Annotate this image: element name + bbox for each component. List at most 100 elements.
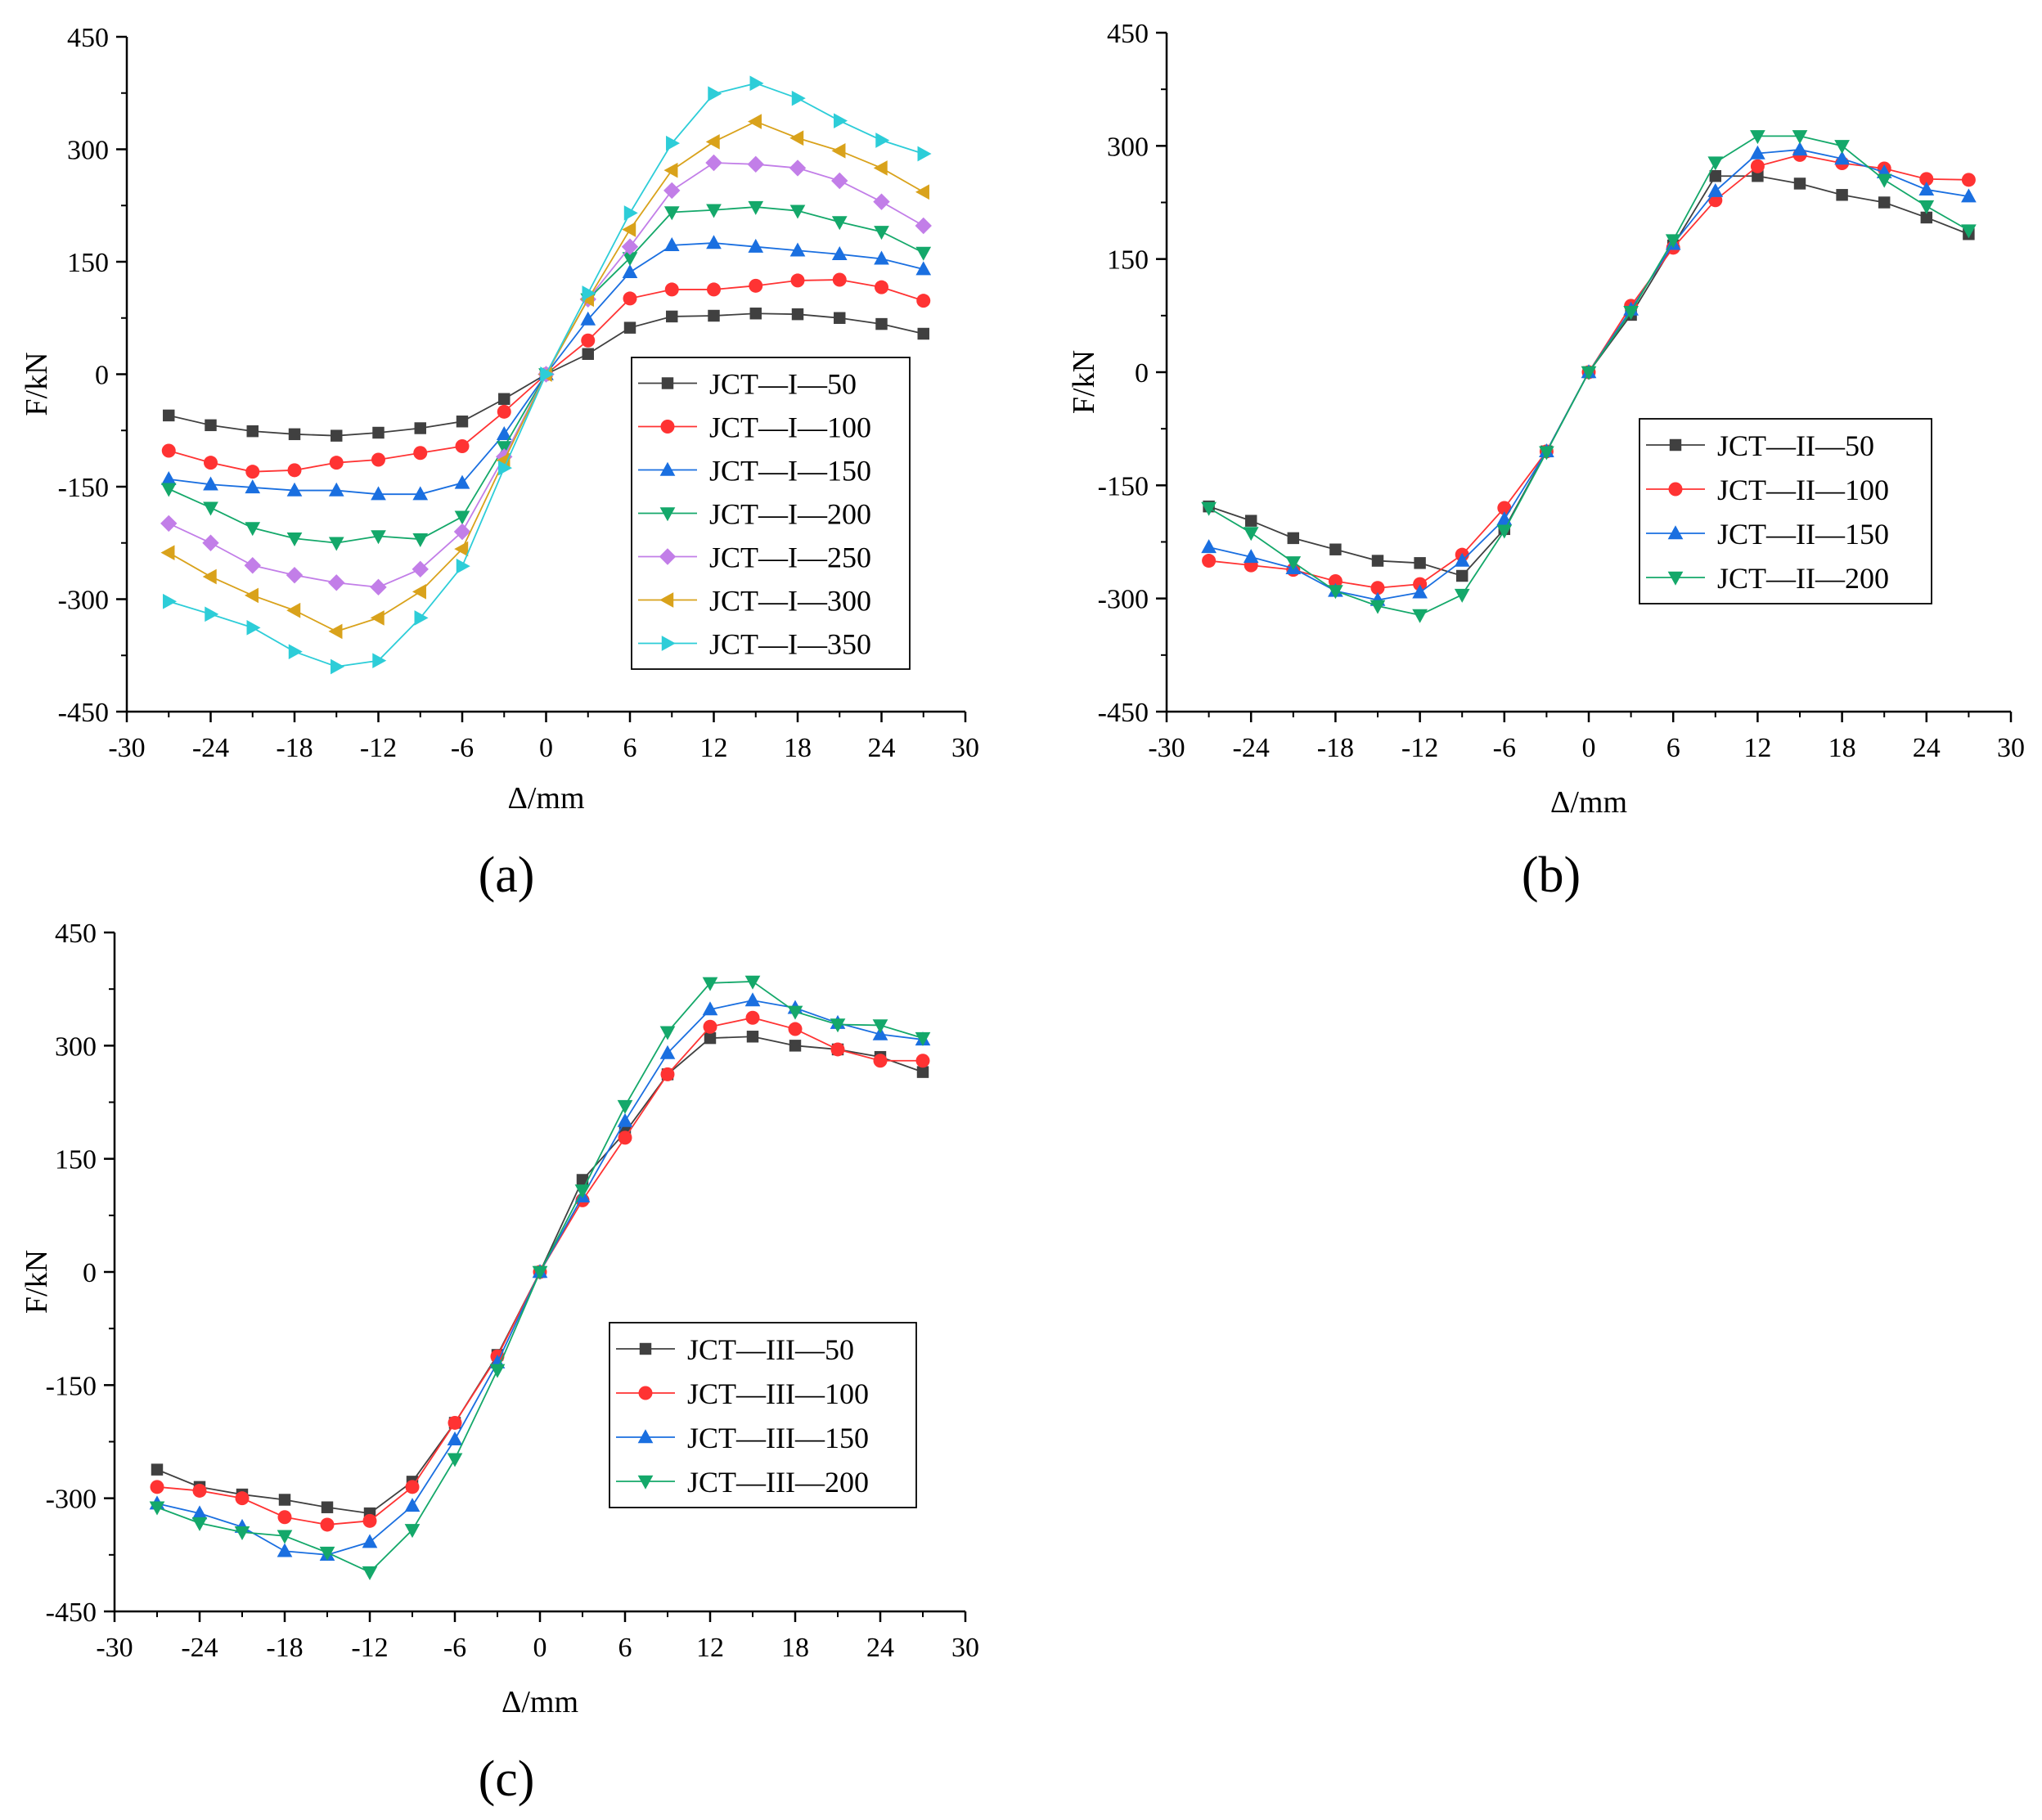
- y-tick-label: 0: [1135, 358, 1149, 389]
- data-point: [370, 578, 387, 596]
- data-point: [288, 644, 303, 660]
- data-point: [245, 465, 260, 479]
- data-point: [149, 1501, 165, 1516]
- data-point: [831, 142, 846, 159]
- data-point: [659, 1026, 676, 1040]
- data-point: [329, 456, 344, 470]
- y-axis-label: F/kN: [1067, 350, 1101, 414]
- data-point: [873, 193, 890, 210]
- data-point: [151, 1463, 164, 1476]
- x-tick-label: -30: [108, 733, 145, 763]
- data-point: [872, 1019, 888, 1034]
- data-point: [371, 486, 386, 501]
- data-point: [789, 130, 804, 146]
- y-tick-label: 300: [1107, 132, 1149, 162]
- y-tick-label: 300: [67, 136, 109, 166]
- legend-entry: JCT—I—150: [709, 455, 871, 488]
- data-point: [872, 1026, 888, 1040]
- data-point: [1920, 211, 1933, 224]
- data-point: [532, 1265, 548, 1280]
- data-point: [286, 482, 303, 497]
- x-tick-label: -18: [266, 1633, 303, 1663]
- data-point: [789, 242, 806, 257]
- data-point: [1496, 511, 1513, 526]
- y-tick-label: 450: [67, 23, 109, 53]
- data-point: [582, 285, 596, 301]
- data-point: [1961, 188, 1977, 203]
- data-point: [277, 1543, 293, 1557]
- data-point: [663, 182, 681, 200]
- x-axis-label: Δ/mm: [507, 781, 584, 816]
- data-point: [702, 1001, 718, 1016]
- data-point: [749, 75, 764, 92]
- data-point: [414, 422, 426, 434]
- y-tick-label: 450: [55, 919, 97, 949]
- data-point: [163, 409, 175, 422]
- data-point: [1750, 145, 1765, 160]
- data-point: [454, 510, 470, 525]
- data-point: [321, 1501, 334, 1513]
- x-tick-label: 12: [1743, 733, 1771, 763]
- data-point: [1665, 234, 1681, 249]
- data-point: [245, 522, 261, 537]
- legend-entry: JCT—I—350: [709, 628, 871, 661]
- data-point: [412, 560, 429, 578]
- legend-entry: JCT—II—200: [1717, 562, 1889, 595]
- data-point: [412, 533, 429, 547]
- data-point: [191, 1505, 208, 1520]
- x-tick-label: -18: [1317, 733, 1354, 763]
- x-tick-label: -18: [276, 733, 313, 763]
- data-point: [581, 333, 596, 348]
- data-point: [831, 216, 848, 231]
- data-point: [1836, 189, 1848, 201]
- x-tick-label: 18: [1828, 733, 1856, 763]
- x-tick-label: 6: [1666, 733, 1680, 763]
- legend-swatch-marker: [1667, 571, 1684, 586]
- y-tick-label: -450: [58, 698, 109, 728]
- data-point: [372, 653, 387, 669]
- data-point: [455, 439, 470, 453]
- legend-swatch-marker: [638, 1386, 653, 1400]
- y-axis-label: F/kN: [20, 1250, 54, 1314]
- data-point: [705, 154, 722, 172]
- data-point: [362, 1566, 378, 1580]
- data-point: [791, 90, 806, 106]
- data-point: [203, 476, 218, 491]
- data-point: [246, 425, 259, 438]
- data-point: [1243, 549, 1259, 564]
- data-point: [831, 246, 848, 261]
- data-point: [666, 310, 678, 323]
- data-point: [915, 261, 932, 276]
- data-point: [621, 238, 639, 255]
- data-point: [659, 1045, 676, 1059]
- data-point: [1328, 585, 1343, 600]
- data-point: [789, 204, 806, 219]
- x-tick-label: 30: [1997, 733, 2025, 763]
- data-point: [703, 1019, 717, 1034]
- legend-entry: JCT—I—100: [709, 411, 871, 444]
- legend-entry: JCT—III—100: [687, 1377, 869, 1410]
- data-point: [370, 610, 385, 626]
- data-point: [328, 482, 344, 497]
- data-point: [664, 282, 679, 297]
- data-point: [1750, 130, 1765, 145]
- data-point: [622, 264, 638, 279]
- data-point: [1370, 581, 1385, 595]
- legend-b: JCT—II—50 JCT—II—100 JCT—II—150 JCT—II—200: [1639, 418, 1932, 604]
- data-point: [788, 1022, 803, 1036]
- x-tick-label: -6: [443, 1633, 466, 1663]
- x-tick-label: 0: [539, 733, 553, 763]
- data-point: [663, 237, 680, 252]
- x-tick-label: -24: [1233, 733, 1270, 763]
- data-point: [163, 593, 178, 609]
- legend-entry: JCT—I—300: [709, 585, 871, 618]
- data-point: [288, 428, 301, 441]
- data-point: [916, 294, 931, 308]
- data-point: [498, 393, 510, 405]
- panel-a: -30 -24 -18 -12 -6 0 6 12 18 24 30 -450 -300 -150 0 150…: [20, 23, 979, 903]
- data-point: [576, 1174, 589, 1186]
- x-tick-label: -12: [351, 1633, 388, 1663]
- data-point: [1539, 446, 1554, 461]
- data-point: [874, 250, 889, 265]
